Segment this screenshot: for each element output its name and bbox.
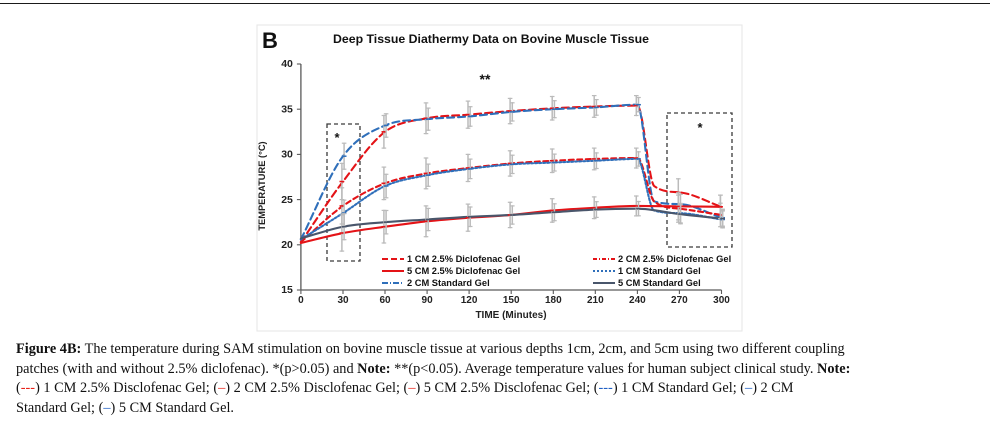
svg-text:180: 180 (545, 295, 562, 306)
svg-text:1 CM 2.5% Diclofenac Gel: 1 CM 2.5% Diclofenac Gel (407, 254, 520, 264)
svg-text:240: 240 (629, 295, 646, 306)
svg-text:60: 60 (379, 295, 391, 306)
svg-text:TIME (Minutes): TIME (Minutes) (475, 310, 546, 321)
svg-text:5 CM Standard Gel: 5 CM Standard Gel (618, 278, 701, 288)
svg-text:40: 40 (281, 58, 293, 70)
svg-text:1 CM Standard Gel: 1 CM Standard Gel (618, 266, 701, 276)
svg-text:25: 25 (281, 194, 293, 206)
svg-text:5 CM 2.5% Diclofenac Gel: 5 CM 2.5% Diclofenac Gel (407, 266, 520, 276)
svg-text:35: 35 (281, 103, 293, 115)
svg-text:*: * (334, 130, 340, 145)
svg-text:210: 210 (587, 295, 604, 306)
svg-text:Deep Tissue Diathermy Data on: Deep Tissue Diathermy Data on Bovine Mus… (333, 32, 649, 46)
svg-text:20: 20 (281, 239, 293, 251)
svg-text:**: ** (480, 71, 491, 87)
svg-text:*: * (697, 120, 703, 135)
svg-text:B: B (262, 28, 278, 53)
svg-text:2 CM 2.5% Diclofenac Gel: 2 CM 2.5% Diclofenac Gel (618, 254, 731, 264)
svg-text:120: 120 (461, 295, 478, 306)
svg-text:30: 30 (337, 295, 349, 306)
svg-text:15: 15 (281, 284, 293, 296)
svg-text:2 CM Standard Gel: 2 CM Standard Gel (407, 278, 490, 288)
svg-text:270: 270 (671, 295, 688, 306)
svg-text:0: 0 (298, 295, 304, 306)
svg-text:30: 30 (281, 149, 293, 161)
svg-text:90: 90 (422, 295, 434, 306)
svg-text:TEMPERATURE (°C): TEMPERATURE (°C) (257, 141, 267, 230)
svg-text:300: 300 (713, 295, 730, 306)
svg-text:150: 150 (503, 295, 520, 306)
